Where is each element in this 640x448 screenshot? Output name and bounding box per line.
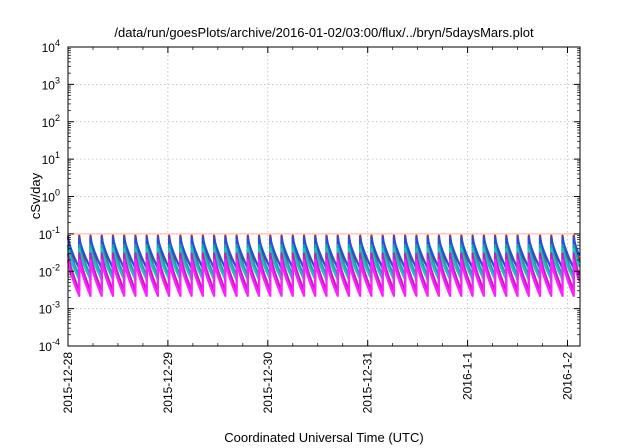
y-tick-label: 102	[42, 113, 60, 130]
x-tick-label: 2015-12-30	[261, 352, 275, 414]
chart-title: /data/run/goesPlots/archive/2016-01-02/0…	[114, 25, 534, 40]
y-tick-label: 10-1	[39, 225, 60, 242]
y-tick-label: 104	[42, 38, 60, 55]
x-tick-label: 2015-12-31	[361, 352, 375, 414]
x-tick-label: 2015-12-29	[161, 352, 175, 414]
x-tick-label: 2016-1-2	[561, 352, 575, 400]
y-axis-label: cSv/day	[28, 172, 43, 219]
y-tick-label: 103	[42, 75, 60, 92]
y-tick-label: 101	[42, 150, 60, 167]
y-tick-label: 10-3	[39, 300, 60, 317]
y-axis: 10-4 10-3 10-2 10-1 100 101 102 103 104	[39, 38, 580, 354]
series-group	[66, 234, 581, 297]
series-line	[66, 236, 581, 270]
y-tick-label: 100	[42, 188, 60, 205]
x-tick-label: 2015-12-28	[61, 352, 75, 414]
x-axis: 2015-12-28 2015-12-29 2015-12-30 2015-12-31…	[61, 47, 575, 413]
y-tick-label: 10-2	[39, 262, 60, 279]
y-tick-label: 10-4	[39, 337, 60, 354]
x-tick-label: 2016-1-1	[461, 352, 475, 400]
grid	[68, 47, 580, 346]
series-line	[66, 258, 581, 297]
x-axis-label: Coordinated Universal Time (UTC)	[224, 430, 423, 445]
